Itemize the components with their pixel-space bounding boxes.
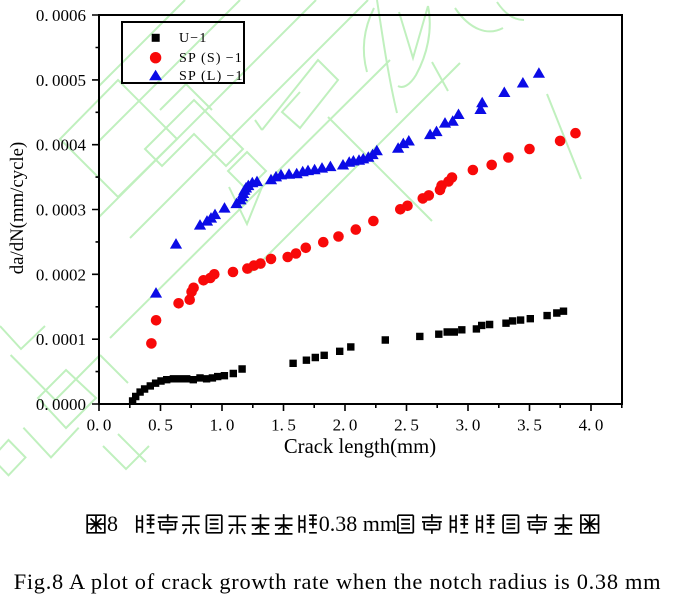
svg-text:0. 0006: 0. 0006 bbox=[36, 6, 86, 25]
svg-text:Fig.8 A plot of crack growth r: Fig.8 A plot of crack growth rate when t… bbox=[14, 569, 662, 594]
svg-text:SP (S) −1: SP (S) −1 bbox=[179, 51, 243, 66]
svg-text:0. 0000: 0. 0000 bbox=[36, 395, 86, 414]
svg-text:0. 0: 0. 0 bbox=[87, 416, 112, 435]
svg-text:Crack length(mm): Crack length(mm) bbox=[284, 436, 436, 458]
svg-text:U−1: U−1 bbox=[179, 31, 208, 46]
svg-text:2. 0: 2. 0 bbox=[333, 416, 358, 435]
svg-text:8: 8 bbox=[107, 511, 118, 536]
svg-text:0. 0003: 0. 0003 bbox=[36, 201, 86, 220]
svg-text:0. 5: 0. 5 bbox=[148, 416, 173, 435]
svg-text:0. 0001: 0. 0001 bbox=[36, 330, 86, 349]
svg-text:1. 5: 1. 5 bbox=[271, 416, 296, 435]
svg-text:0.38 mm: 0.38 mm bbox=[319, 511, 397, 536]
svg-text:3. 0: 3. 0 bbox=[456, 416, 481, 435]
svg-text:1. 0: 1. 0 bbox=[210, 416, 235, 435]
svg-text:0. 0004: 0. 0004 bbox=[36, 136, 87, 155]
svg-text:0. 0002: 0. 0002 bbox=[36, 265, 86, 284]
svg-text:0. 0005: 0. 0005 bbox=[36, 71, 86, 90]
svg-text:4. 0: 4. 0 bbox=[579, 416, 604, 435]
svg-text:3. 5: 3. 5 bbox=[517, 416, 542, 435]
svg-text:2. 5: 2. 5 bbox=[394, 416, 419, 435]
svg-text:da/dN(mm/cycle): da/dN(mm/cycle) bbox=[7, 142, 28, 274]
svg-text:SP (L) −1: SP (L) −1 bbox=[179, 69, 244, 84]
